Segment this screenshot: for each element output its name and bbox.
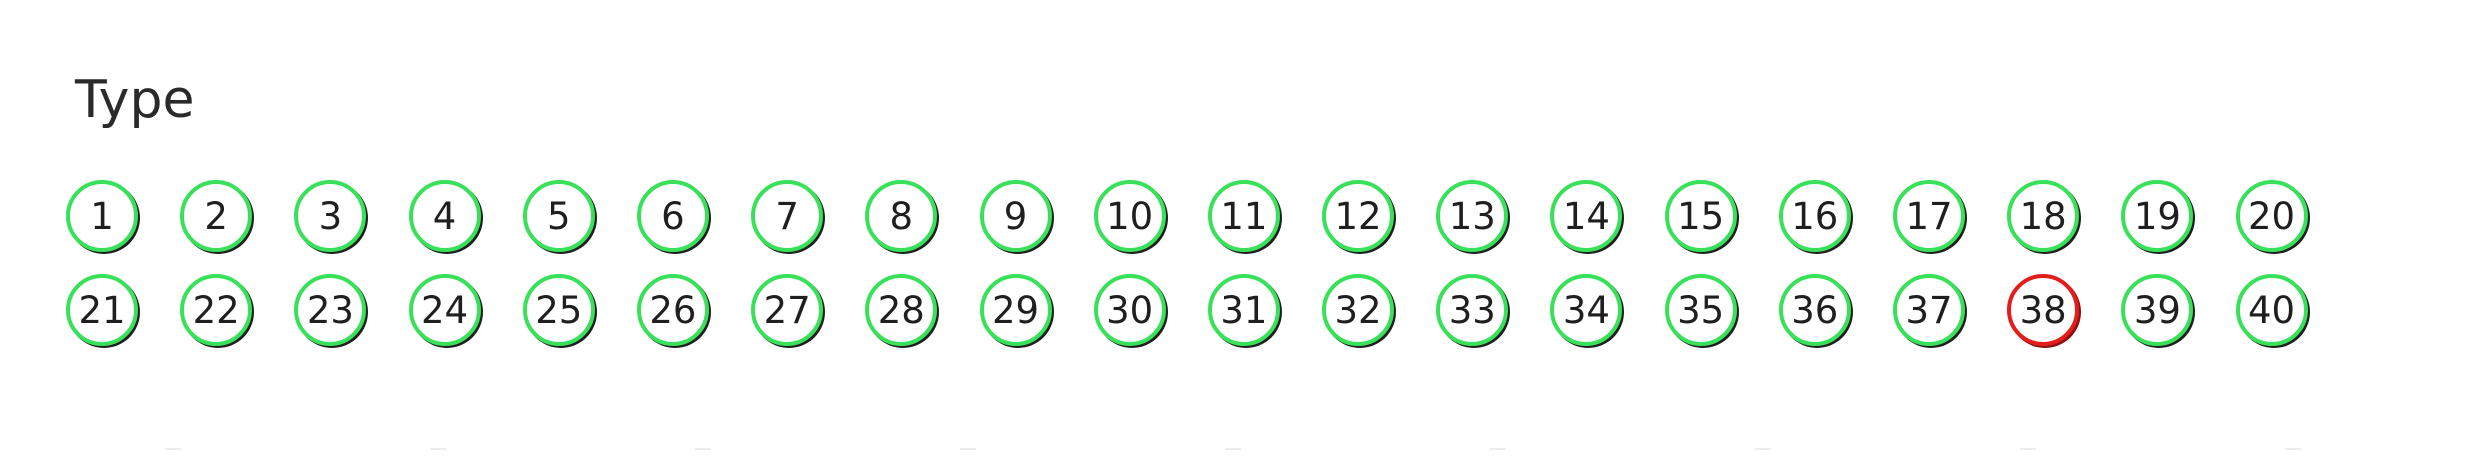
type-number-18[interactable]: 18 (2007, 180, 2080, 252)
type-grid: 1 2 3 4 5 6 7 8 9 10 11 12 13 14 15 16 17 18 19 20 21 22 23 24 2… (66, 180, 2366, 346)
type-number-23[interactable]: 23 (294, 274, 367, 346)
divider-dash (1225, 448, 1241, 450)
divider-dash (695, 448, 711, 450)
type-number-34[interactable]: 34 (1550, 274, 1623, 346)
type-number-25[interactable]: 25 (522, 274, 595, 346)
type-number-1[interactable]: 1 (66, 180, 138, 252)
type-number-35[interactable]: 35 (1664, 274, 1737, 346)
type-number-32[interactable]: 32 (1322, 274, 1395, 346)
type-number-38[interactable]: 38 (2007, 274, 2080, 346)
type-number-26[interactable]: 26 (636, 274, 709, 346)
type-number-6[interactable]: 6 (636, 180, 709, 252)
type-number-22[interactable]: 22 (180, 274, 253, 346)
type-number-28[interactable]: 28 (865, 274, 938, 346)
type-number-17[interactable]: 17 (1893, 180, 1965, 252)
type-number-15[interactable]: 15 (1664, 180, 1737, 252)
type-number-24[interactable]: 24 (408, 274, 481, 346)
type-number-5[interactable]: 5 (522, 180, 595, 252)
divider-dash (1755, 448, 1771, 450)
type-number-31[interactable]: 31 (1207, 274, 1280, 346)
divider-dash (960, 448, 976, 450)
type-number-2[interactable]: 2 (180, 180, 253, 252)
type-number-8[interactable]: 8 (865, 180, 938, 252)
type-number-9[interactable]: 9 (979, 180, 1052, 252)
type-number-21[interactable]: 21 (66, 274, 138, 346)
divider-dash (2020, 448, 2036, 450)
type-number-14[interactable]: 14 (1550, 180, 1623, 252)
divider-dash (165, 448, 181, 450)
type-number-20[interactable]: 20 (2235, 180, 2308, 252)
divider-dash (2285, 448, 2301, 450)
type-number-3[interactable]: 3 (294, 180, 367, 252)
type-number-36[interactable]: 36 (1778, 274, 1851, 346)
type-number-11[interactable]: 11 (1207, 180, 1280, 252)
type-number-16[interactable]: 16 (1778, 180, 1851, 252)
type-number-40[interactable]: 40 (2235, 274, 2308, 346)
type-number-30[interactable]: 30 (1093, 274, 1166, 346)
page-title: Type (75, 70, 195, 130)
type-number-39[interactable]: 39 (2121, 274, 2194, 346)
type-number-19[interactable]: 19 (2121, 180, 2194, 252)
type-number-10[interactable]: 10 (1093, 180, 1166, 252)
type-number-33[interactable]: 33 (1436, 274, 1509, 346)
type-number-37[interactable]: 37 (1893, 274, 1965, 346)
divider-dash (430, 448, 446, 450)
type-number-29[interactable]: 29 (979, 274, 1052, 346)
type-number-7[interactable]: 7 (751, 180, 824, 252)
type-number-27[interactable]: 27 (751, 274, 824, 346)
type-number-13[interactable]: 13 (1436, 180, 1509, 252)
footer-dashed-divider (0, 448, 2480, 450)
type-number-12[interactable]: 12 (1322, 180, 1395, 252)
divider-dash (1490, 448, 1506, 450)
type-number-4[interactable]: 4 (408, 180, 481, 252)
